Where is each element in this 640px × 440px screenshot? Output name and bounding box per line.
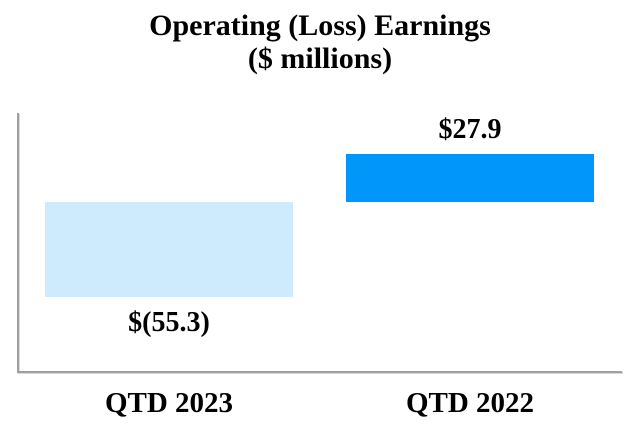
chart-title-block: Operating (Loss) Earnings ($ millions) (0, 9, 640, 75)
category-label-qtd-2023: QTD 2023 (104, 387, 234, 419)
bar-qtd-2022 (346, 154, 594, 202)
bar-value-label: $27.9 (438, 114, 502, 145)
category-label-qtd-2022: QTD 2022 (405, 387, 535, 419)
chart-title: Operating (Loss) Earnings (149, 9, 491, 42)
x-axis-line (17, 371, 622, 373)
bar-value-label: $(55.3) (128, 307, 210, 338)
bar-qtd-2023 (45, 202, 293, 297)
chart-subtitle: ($ millions) (247, 42, 393, 75)
y-axis-line (17, 113, 19, 373)
